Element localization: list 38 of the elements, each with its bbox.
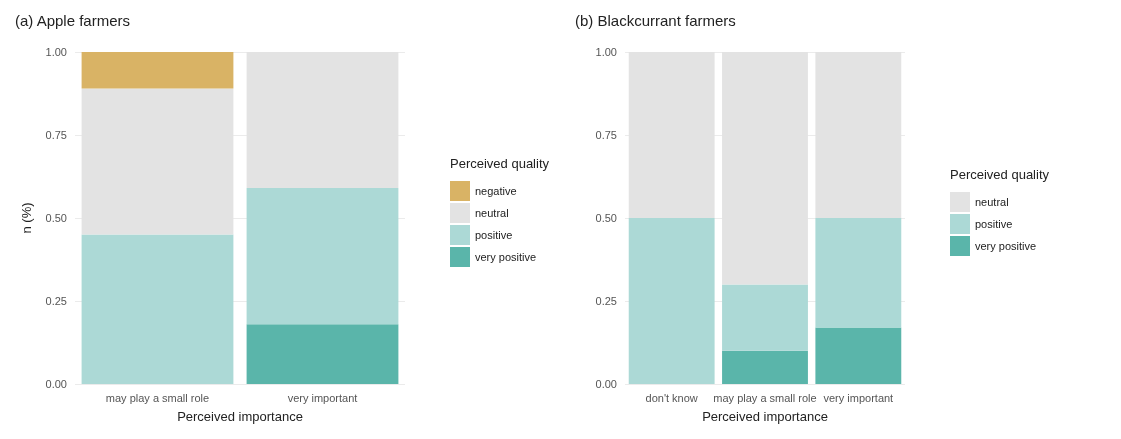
legend-label: positive xyxy=(975,218,1013,230)
y-tick-label: 1.00 xyxy=(595,46,617,58)
x-tick-label: very important xyxy=(823,391,894,404)
legend-title: Perceived quality xyxy=(950,167,1050,182)
y-tick-label: 0.25 xyxy=(595,295,617,307)
legend-label: very positive xyxy=(475,251,537,263)
x-tick-label: don't know xyxy=(645,391,698,404)
legend-label: positive xyxy=(475,229,513,241)
chart-title: (a) Apple farmers xyxy=(15,12,131,29)
x-axis-title: Perceived importance xyxy=(177,409,303,424)
x-axis-title: Perceived importance xyxy=(702,409,828,424)
bar xyxy=(246,324,399,384)
bar xyxy=(81,234,234,384)
y-tick-label: 0.75 xyxy=(45,129,67,141)
bar xyxy=(246,188,399,325)
bar xyxy=(722,350,808,384)
y-tick-label: 0.50 xyxy=(595,212,617,224)
legend-label: negative xyxy=(475,185,517,197)
y-tick-label: 1.00 xyxy=(45,46,67,58)
x-tick-label: very important xyxy=(287,391,358,404)
chart-title: (b) Blackcurrant farmers xyxy=(575,12,736,29)
y-axis-title: n (%) xyxy=(19,202,34,234)
y-tick-label: 0.50 xyxy=(45,212,67,224)
x-tick-label: may play a small role xyxy=(105,391,210,404)
legend-title: Perceived quality xyxy=(450,156,550,171)
bar xyxy=(722,284,808,351)
bar xyxy=(628,218,715,384)
legend-label: neutral xyxy=(975,196,1009,208)
bar xyxy=(815,218,902,328)
legend-label: very positive xyxy=(975,240,1037,252)
bar xyxy=(81,52,234,89)
legend-label: neutral xyxy=(475,207,509,219)
x-tick-label: may play a small role xyxy=(713,391,817,404)
y-tick-label: 0.00 xyxy=(595,378,617,390)
y-tick-label: 0.75 xyxy=(595,129,617,141)
y-tick-label: 0.25 xyxy=(45,295,67,307)
bar xyxy=(815,327,902,384)
y-tick-label: 0.00 xyxy=(45,378,67,390)
